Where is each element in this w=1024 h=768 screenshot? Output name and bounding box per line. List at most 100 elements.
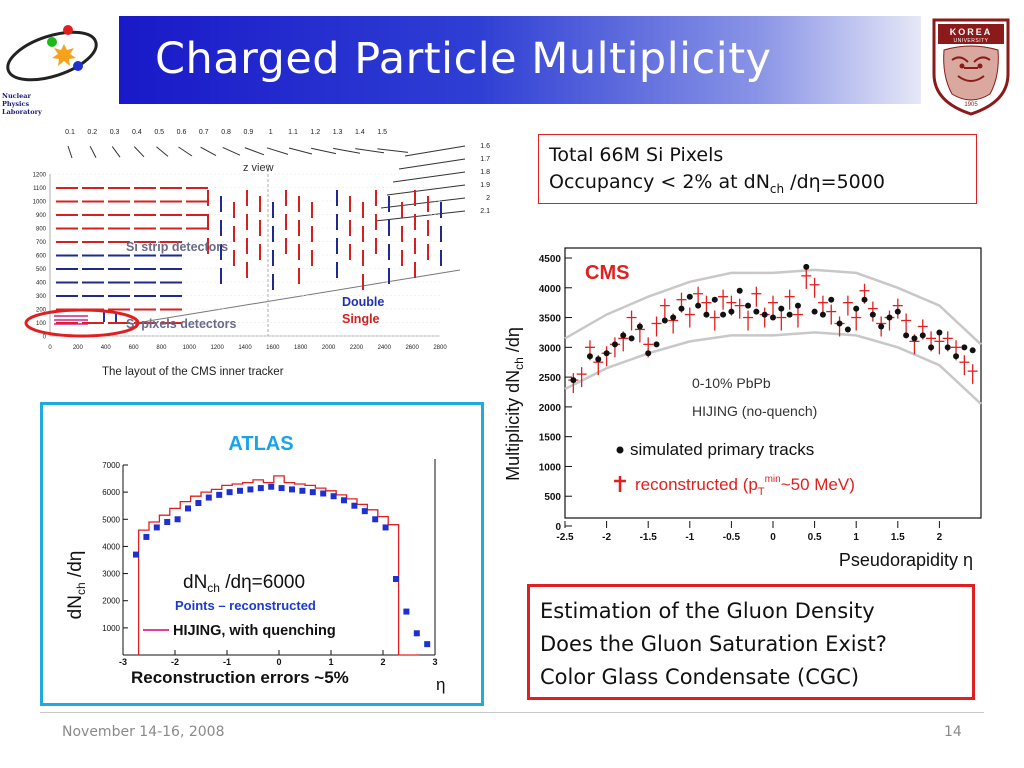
atlas-x-tick-label: -1: [223, 657, 231, 667]
eta-right-line: [398, 158, 466, 170]
emblem-year: 1905: [964, 102, 978, 108]
cms-sim-point: [678, 305, 685, 312]
atlas-y-tick-label: 2000: [102, 597, 120, 606]
atlas-reco-point: [424, 641, 431, 648]
double-label: Double: [342, 295, 384, 309]
eta-top-label: 0.1: [65, 129, 75, 136]
cms-x-tick-label: -1.5: [640, 532, 658, 543]
cms-sim-point: [953, 353, 960, 360]
atlas-reco-point: [237, 487, 243, 494]
cms-legend-tail: ~50 MeV): [781, 475, 855, 494]
cms-x-tick-label: 1.5: [891, 532, 905, 543]
tracker-y-tick-label: 100: [36, 321, 47, 327]
cms-sim-point: [636, 323, 643, 330]
atlas-reco-point: [174, 516, 181, 523]
atlas-reco-point: [289, 486, 295, 493]
eta-top-label: 0.8: [221, 129, 231, 136]
eta-tick-line: [89, 145, 97, 158]
cms-sim-point: [628, 335, 635, 342]
atlas-x-tick-label: 2: [380, 657, 385, 667]
cms-x-tick-label: 2: [937, 532, 943, 543]
cms-x-tick-label: -1: [685, 532, 694, 543]
single-label: Single: [342, 312, 380, 326]
cms-sim-point: [653, 341, 660, 348]
eta-right-line: [386, 184, 466, 196]
atlas-hijing-histogram: [137, 475, 420, 656]
cms-y-axis-label: Multiplicity dNch /dη: [503, 327, 526, 481]
emblem-subbanner: UNIVERSITY: [953, 38, 988, 44]
cms-sim-point: [753, 308, 760, 315]
atlas-legend-hijing: HIJING, with quenching: [173, 623, 336, 639]
cms-sim-point: [736, 287, 743, 294]
gluon-line-density: Estimation of the Gluon Density: [540, 599, 875, 623]
cms-sim-point: [844, 326, 851, 333]
pixel-info-line2-sub: ch: [769, 181, 785, 196]
eta-top-label: 1.4: [355, 129, 365, 136]
cms-legend-simulated: simulated primary tracks: [630, 440, 814, 459]
tracker-diagram: 0.1 0.2 0.3 0.4 0.5 0.6 0.7 0.8 0.9 1 1.1 1.2 1.3 1.4…: [24, 129, 490, 378]
atlas-reco-point: [309, 489, 316, 496]
atlas-y-tick-label: 7000: [102, 461, 120, 470]
tracker-x-tick-label: 2000: [322, 345, 336, 351]
emblem-banner: KOREA: [950, 27, 993, 37]
cms-sim-point: [894, 308, 901, 315]
cms-sim-point: [886, 314, 893, 321]
atlas-y-axis-sub: ch: [74, 582, 88, 595]
eta-top-label: 0.3: [110, 129, 120, 136]
eta-top-label: 1: [269, 129, 273, 136]
cms-y-tick-label: 4500: [539, 254, 562, 265]
atlas-chart: ATLAS dNch /dη 7000600050004000300020001…: [65, 433, 445, 694]
atlas-y-tick-label: 6000: [102, 488, 120, 497]
cms-sim-point: [586, 353, 593, 360]
eta-right-line: [380, 197, 466, 209]
tracker-caption: The layout of the CMS inner tracker: [102, 366, 284, 378]
cms-sim-point: [778, 305, 785, 312]
gluon-line-cgc: Color Glass Condensate (CGC): [540, 665, 860, 689]
cms-sim-point: [836, 320, 843, 327]
tracker-y-tick-label: 800: [36, 227, 47, 233]
eta-tick-line: [111, 146, 121, 158]
tiger-shield-icon: KOREA UNIVERSITY 1905: [932, 18, 1010, 116]
cms-sim-point: [811, 308, 818, 315]
eta-tick-line: [355, 148, 385, 154]
eta-tick-line: [67, 145, 73, 159]
pixel-info-line2: Occupancy < 2% at dNch /dη=5000: [549, 169, 966, 203]
atlas-x-symbol: η: [436, 675, 445, 694]
cms-sim-point: [944, 344, 951, 351]
gluon-questions-box: Estimation of the Gluon Density Does the…: [527, 584, 975, 700]
npl-logo-word: Physics: [2, 100, 30, 108]
atlas-reco-point: [185, 505, 191, 512]
atlas-reco-point: [143, 533, 150, 540]
atlas-reco-point: [278, 485, 285, 492]
eta-tick-line: [288, 147, 313, 155]
tracker-x-tick-label: 2200: [350, 345, 364, 351]
tracker-x-tick-label: 1600: [266, 345, 280, 351]
atlas-y-axis-main: dN: [65, 595, 86, 619]
cms-y-tick-label: 3500: [539, 314, 562, 325]
eta-right-label: 1.9: [480, 182, 490, 189]
cms-band-upper: [564, 268, 982, 346]
atlas-reco-point: [133, 551, 139, 558]
tracker-y-tick-label: 500: [36, 267, 47, 273]
atlas-y-tick-label: 4000: [102, 542, 120, 551]
cms-y-axis-sub: ch: [512, 357, 526, 370]
eta-top-label: 1.3: [333, 129, 343, 136]
atlas-reco-point: [164, 519, 171, 525]
eta-top-label: 0.6: [177, 129, 187, 136]
cms-y-tick-label: 1000: [539, 462, 562, 473]
tracker-x-tick-label: 200: [73, 345, 84, 351]
tracker-x-tick-label: 1800: [294, 345, 308, 351]
eta-top-label: 0.4: [132, 129, 142, 136]
cms-sim-point: [919, 332, 926, 339]
pixel-info-line2-b: /dη=5000: [784, 171, 885, 193]
eta-tick-line: [178, 146, 193, 157]
atlas-y-tick-label: 3000: [102, 570, 120, 579]
cms-x-tick-label: -0.5: [723, 532, 741, 543]
atlas-errors-note: Reconstruction errors ~5%: [131, 668, 349, 687]
tracker-x-tick-label: 1400: [238, 345, 252, 351]
eta-tick-line: [156, 146, 169, 157]
tracker-x-tick-label: 1000: [183, 345, 197, 351]
atlas-reco-point: [320, 490, 327, 497]
atlas-x-tick-label: -3: [119, 657, 127, 667]
cms-legend-cross-icon: [614, 476, 626, 492]
